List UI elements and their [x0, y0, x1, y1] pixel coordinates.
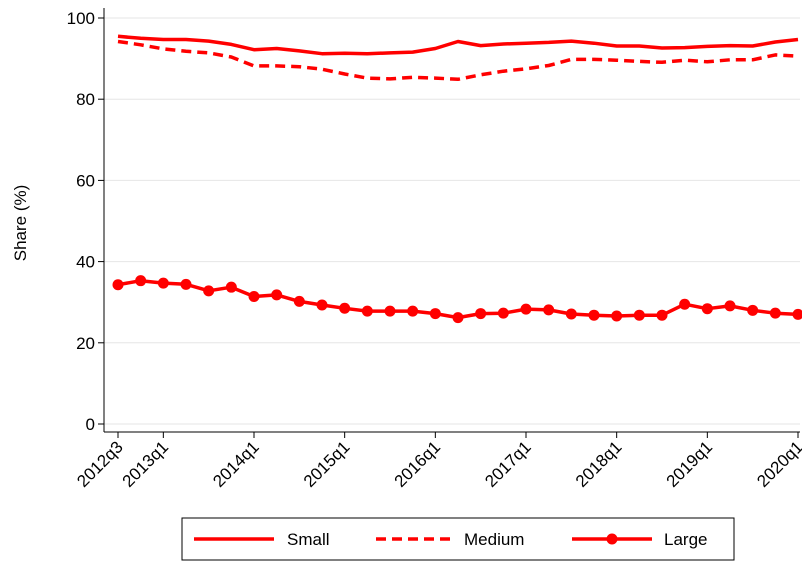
- data-point-large-2014q1: [248, 291, 260, 303]
- series-line-large: [117, 278, 799, 320]
- legend-label-medium: Medium: [464, 530, 524, 549]
- data-point-large-2019q3: [747, 304, 759, 316]
- legend: Small Medium Large: [181, 517, 735, 561]
- data-point-large-2019q4: [769, 307, 781, 319]
- y-tick-label-80: 80: [76, 90, 95, 109]
- data-point-large-2017q1: [520, 303, 532, 315]
- data-point-large-2013q1: [157, 277, 169, 289]
- data-point-large-2015q4: [407, 305, 419, 317]
- data-point-large-2016q4: [497, 307, 509, 319]
- x-tick-label-2015q1: 2015q1: [300, 437, 354, 491]
- x-tick-label-2012q3: 2012q3: [73, 437, 127, 491]
- data-point-large-2016q1: [429, 308, 441, 320]
- x-tick-label-2019q1: 2019q1: [663, 437, 717, 491]
- gridlines: [104, 17, 800, 425]
- data-point-large-2015q3: [384, 305, 396, 317]
- y-tick-label-60: 60: [76, 171, 95, 190]
- data-point-large-2018q4: [679, 298, 691, 310]
- y-tick-label-100: 100: [67, 9, 95, 28]
- data-point-large-2013q4: [225, 281, 237, 293]
- x-tick-label-2013q1: 2013q1: [119, 437, 173, 491]
- axes: [103, 8, 800, 433]
- data-point-large-2018q2: [633, 309, 645, 321]
- data-point-large-2019q1: [701, 303, 713, 315]
- y-tick-label-40: 40: [76, 253, 95, 272]
- data-point-large-2013q3: [203, 285, 215, 297]
- data-point-large-2013q2: [180, 278, 192, 290]
- y-tick-label-0: 0: [86, 415, 95, 434]
- data-point-large-2020q1: [792, 308, 802, 320]
- legend-marker-large: [606, 533, 618, 545]
- x-tick-label-2017q1: 2017q1: [481, 437, 535, 491]
- series-line-medium: [117, 39, 799, 82]
- data-point-large-2016q3: [475, 308, 487, 320]
- data-point-large-2014q3: [293, 295, 305, 307]
- data-point-large-2012q4: [135, 275, 147, 287]
- series-line-small: [117, 34, 799, 56]
- y-axis-title: Share (%): [11, 185, 30, 262]
- data-point-large-2015q1: [339, 302, 351, 314]
- x-tick-label-2014q1: 2014q1: [209, 437, 263, 491]
- data-point-large-2018q3: [656, 309, 668, 321]
- legend-label-large: Large: [664, 530, 707, 549]
- x-tick-label-2020q1: 2020q1: [753, 437, 802, 491]
- data-point-large-2017q3: [565, 308, 577, 320]
- y-tick-label-20: 20: [76, 334, 95, 353]
- data-point-large-2019q2: [724, 300, 736, 312]
- data-point-large-2017q4: [588, 309, 600, 321]
- data-point-large-2017q2: [543, 304, 555, 316]
- legend-label-small: Small: [287, 530, 330, 549]
- data-point-large-2018q1: [611, 310, 623, 322]
- data-point-large-2015q2: [361, 305, 373, 317]
- x-tick-label-2016q1: 2016q1: [391, 437, 445, 491]
- series-layer: [112, 34, 802, 324]
- data-point-large-2012q3: [112, 279, 124, 291]
- data-point-large-2016q2: [452, 312, 464, 324]
- data-point-large-2014q2: [271, 289, 283, 301]
- x-tick-label-2018q1: 2018q1: [572, 437, 626, 491]
- data-point-large-2014q4: [316, 299, 328, 311]
